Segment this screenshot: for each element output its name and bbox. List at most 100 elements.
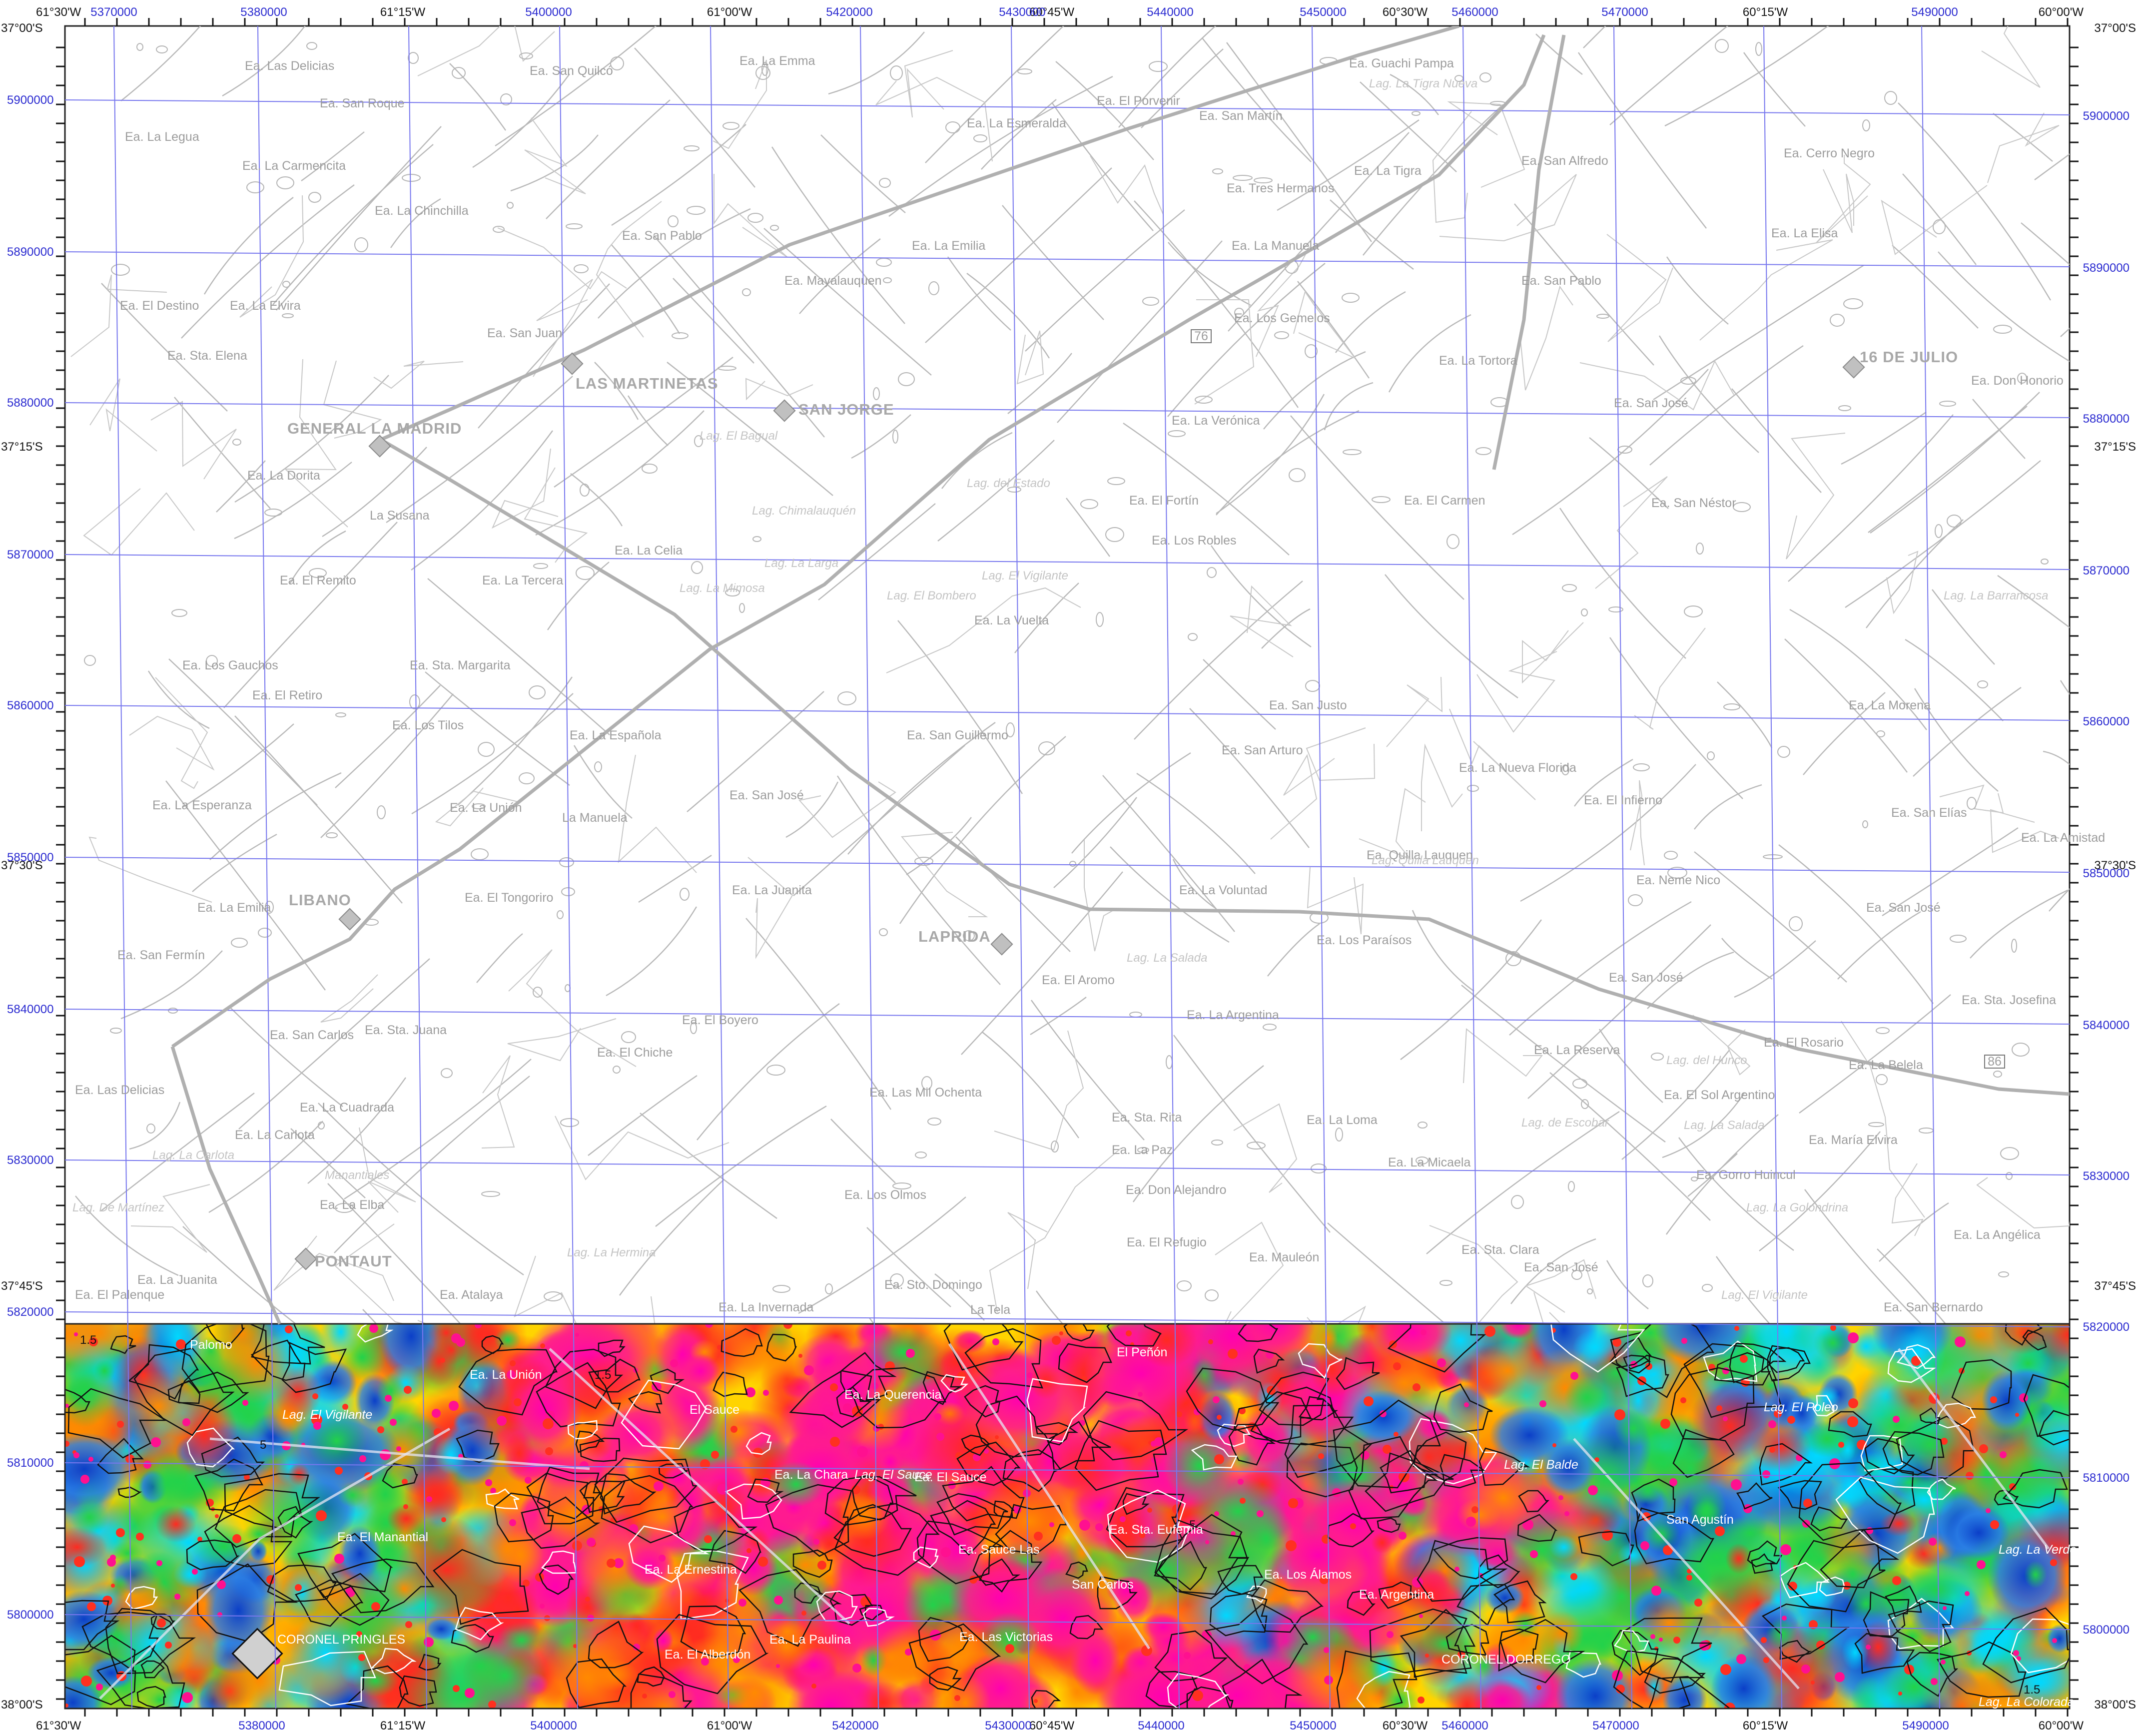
anomaly-contour: [251, 1324, 325, 1365]
rural-road: [687, 691, 824, 812]
estancia-label: Ea. La Voluntad: [1179, 883, 1268, 897]
parcel-boundary: [989, 1148, 1122, 1313]
lagoon-outline: [1479, 72, 1491, 82]
anomaly-spot: [1731, 1479, 1742, 1490]
anomaly-blob: [1617, 1543, 1648, 1568]
rural-road: [1512, 369, 1709, 536]
anomaly-contour: [295, 1579, 364, 1627]
main-road: [380, 26, 1459, 442]
anomaly-spot: [359, 1455, 366, 1462]
easting-label-top: 5400000: [525, 5, 572, 19]
grid-northing-line: [64, 554, 2070, 570]
estancia-label: Ea. El Boyero: [682, 1013, 758, 1027]
anomaly-spot: [441, 1517, 446, 1522]
easting-label-top: 5380000: [240, 5, 287, 19]
latitude-label-right: 37°15'S: [2094, 440, 2136, 454]
grid-northing-line: [64, 1009, 2070, 1025]
easting-label-bottom: 5380000: [238, 1719, 285, 1733]
rural-road: [1666, 256, 1729, 325]
anomaly-contour: [67, 1388, 168, 1459]
rural-road: [638, 854, 712, 903]
lagoon-outline: [1876, 1027, 1890, 1034]
anomaly-spot: [1788, 1582, 1797, 1591]
grid-northing-line: [64, 1462, 2070, 1478]
lagoon-label: Lag. Quilla Lauquen: [1372, 854, 1479, 867]
lagoon-outline: [1587, 1288, 1593, 1294]
rural-road: [606, 906, 698, 997]
estancia-label: Ea. El Sol Argentino: [1664, 1088, 1775, 1102]
anomaly-spot: [1005, 1644, 1014, 1653]
anomaly-spot: [334, 1554, 344, 1564]
anomaly-spot: [783, 1324, 792, 1329]
lagoon-outline: [557, 910, 564, 919]
anomaly-contour: [824, 1475, 894, 1526]
rural-road: [1133, 1065, 1264, 1202]
anomaly-spot: [81, 1676, 92, 1687]
anomaly-blob: [70, 1499, 109, 1535]
town-marker: [561, 352, 584, 375]
estancia-label: Ea. El Fortín: [1129, 494, 1199, 508]
estancia-label: Ea. La Carmencita: [242, 159, 346, 173]
parcel-boundary: [1579, 360, 1734, 411]
anomaly-blob: [1136, 1324, 1197, 1368]
estancia-label: Ea. Tres Hermanos: [1227, 181, 1334, 195]
anomaly-spot: [1413, 1383, 1421, 1391]
rural-road: [147, 670, 210, 729]
town-marker: [990, 933, 1013, 956]
lagoon-outline: [2006, 1172, 2013, 1180]
anomaly-spot: [1259, 1414, 1266, 1421]
rural-road: [899, 736, 1066, 924]
lagoon-outline: [1233, 175, 1253, 181]
lagoon-outline: [1862, 119, 1870, 131]
anomaly-spot: [704, 1535, 712, 1543]
northing-label-right: 5830000: [2083, 1169, 2130, 1183]
lagoon-outline: [282, 281, 290, 288]
contour-label: 1.5: [80, 1333, 96, 1347]
anomaly-spot: [1240, 1498, 1246, 1504]
anomaly-spot: [1552, 1443, 1556, 1447]
contour-label: 1.5: [2024, 1683, 2040, 1697]
anomaly-spot: [1694, 1599, 1702, 1607]
anomaly-spot: [572, 1541, 582, 1551]
rural-road: [925, 26, 1065, 163]
estancia-label: Ea. La Reserva: [1534, 1043, 1620, 1057]
anomaly-contour: [65, 1388, 90, 1414]
rural-road: [1997, 575, 2070, 628]
rural-road: [1202, 37, 1312, 162]
rural-road: [1870, 392, 2040, 534]
anomaly-contour: [1616, 1354, 1669, 1397]
anomaly-spot: [1394, 1432, 1399, 1437]
anomaly-contour: [943, 1324, 1024, 1371]
parcel-boundary: [798, 781, 896, 838]
anomaly-contour: [792, 1549, 833, 1578]
anomaly-spot: [1049, 1522, 1054, 1527]
anomaly-spot: [1387, 1631, 1394, 1638]
anomaly-spot: [1843, 1582, 1851, 1590]
rural-road: [209, 772, 342, 860]
estancia-label: Ea. Sto. Domingo: [884, 1278, 982, 1292]
rural-road: [1694, 851, 1847, 983]
rural-road: [1400, 919, 1542, 1060]
anomaly-contour: [2010, 1618, 2070, 1674]
longitude-label-top: 60°45'W: [1029, 5, 1075, 19]
anomaly-spot: [733, 1656, 740, 1663]
lagoon-outline: [1684, 605, 1703, 617]
anomaly-blob: [428, 1324, 465, 1350]
parcel-boundary: [994, 1030, 1084, 1151]
route-76-shield: [1191, 329, 1212, 343]
lagoon-outline: [1080, 499, 1098, 509]
anomaly-spot: [1027, 1372, 1033, 1378]
anomaly-contour: [929, 1666, 962, 1691]
anomaly-spot: [670, 1359, 678, 1367]
easting-label-top: 5370000: [90, 5, 137, 19]
rural-road: [1902, 173, 1977, 265]
rural-road: [1574, 758, 1633, 807]
anomaly-spot: [954, 1695, 960, 1701]
lagoon-outline: [580, 484, 590, 497]
anomaly-spot: [984, 1449, 989, 1454]
lagoon-outline: [493, 226, 505, 233]
anomaly-contour: [1106, 1324, 1162, 1347]
parcel-boundary: [89, 378, 157, 452]
anomaly-contour: [214, 1489, 303, 1548]
anomaly-spot: [1986, 1508, 1991, 1513]
